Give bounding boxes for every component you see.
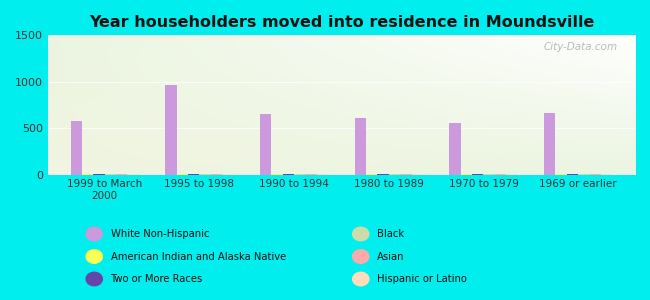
Text: Black: Black [377, 229, 404, 239]
Bar [449, 123, 461, 175]
Bar [283, 174, 294, 175]
Bar [366, 174, 378, 175]
Bar [82, 174, 94, 175]
Text: American Indian and Alaska Native: American Indian and Alaska Native [111, 251, 286, 262]
Text: Hispanic or Latino: Hispanic or Latino [377, 274, 467, 284]
Bar [211, 174, 222, 175]
Bar [567, 174, 578, 175]
Bar [260, 114, 271, 175]
Text: Two or More Races: Two or More Races [111, 274, 203, 284]
Bar [222, 174, 233, 175]
Bar [177, 174, 188, 175]
Bar [578, 174, 590, 175]
Bar [400, 174, 411, 175]
Title: Year householders moved into residence in Moundsville: Year householders moved into residence i… [89, 15, 594, 30]
Bar [165, 85, 177, 175]
Bar [484, 174, 495, 175]
Text: Asian: Asian [377, 251, 404, 262]
Bar [71, 121, 82, 175]
Bar [116, 174, 127, 175]
Bar [556, 174, 567, 175]
Bar [317, 174, 328, 175]
Bar [590, 174, 601, 175]
Bar [271, 174, 283, 175]
Bar [544, 113, 556, 175]
Bar [355, 118, 366, 175]
Bar [306, 174, 317, 175]
Bar [506, 174, 517, 175]
Text: City-Data.com: City-Data.com [543, 42, 618, 52]
Bar [105, 174, 116, 175]
Bar [94, 174, 105, 175]
Bar [461, 174, 472, 175]
Bar [411, 174, 423, 175]
Bar [472, 174, 484, 175]
Bar [200, 174, 211, 175]
Bar [378, 174, 389, 175]
Bar [127, 174, 138, 175]
Bar [601, 174, 612, 175]
Bar [294, 174, 306, 175]
Bar [188, 174, 200, 175]
Bar [389, 174, 400, 175]
Text: White Non-Hispanic: White Non-Hispanic [111, 229, 209, 239]
Bar [495, 174, 506, 175]
